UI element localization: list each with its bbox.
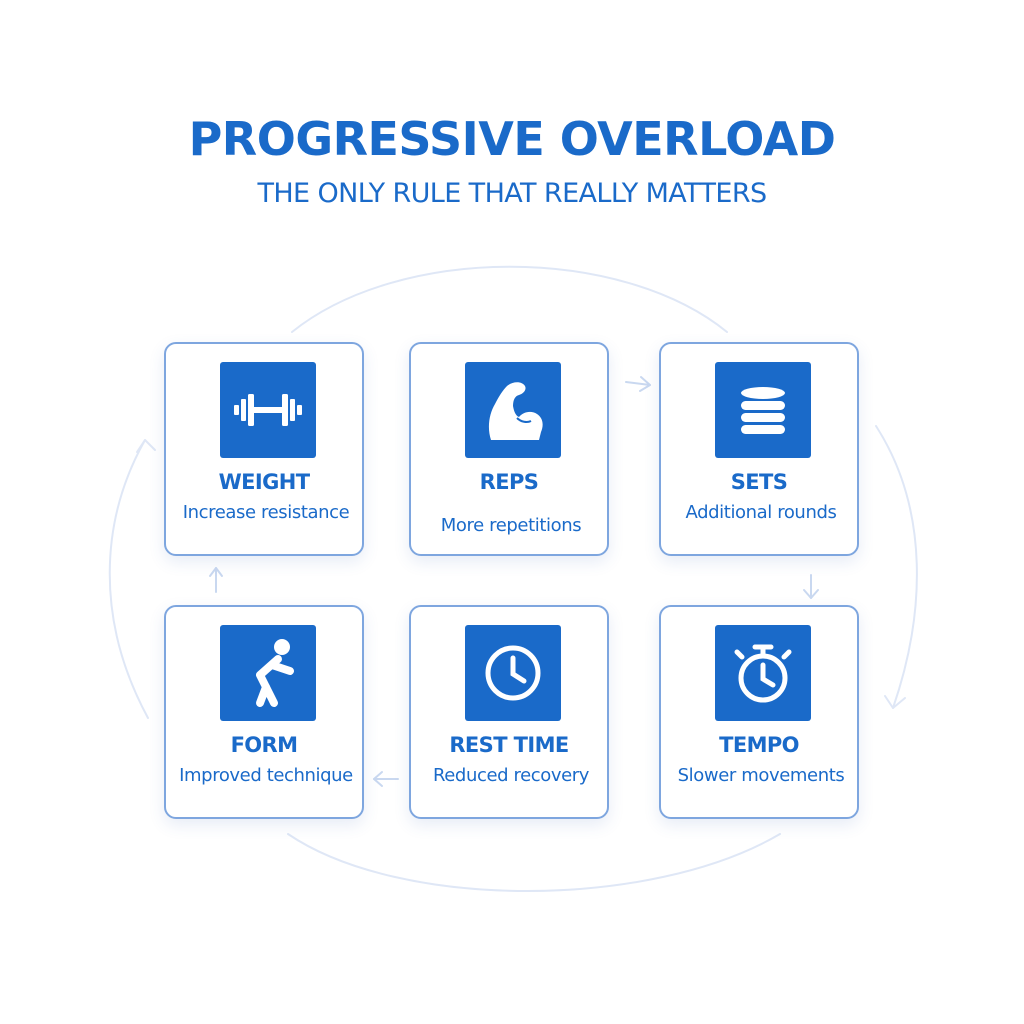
card-description: Reduced recovery bbox=[432, 765, 590, 786]
page-title: PROGRESSIVE OVERLOAD bbox=[188, 112, 836, 166]
cycle-arc-right bbox=[875, 425, 918, 709]
card-form: FORM Improved technique bbox=[164, 605, 364, 819]
arrow-head-right bbox=[884, 695, 906, 709]
flexed-bicep-icon bbox=[465, 362, 561, 458]
card-description: Additional rounds bbox=[685, 502, 837, 523]
cycle-arc-bottom bbox=[287, 833, 781, 892]
arrow-sets-to-tempo bbox=[803, 574, 819, 599]
cycle-arc-top bbox=[291, 265, 728, 333]
stopwatch-icon bbox=[715, 625, 811, 721]
card-weight: WEIGHT Increase resistance bbox=[164, 342, 364, 556]
card-sets: SETS Additional rounds bbox=[659, 342, 859, 556]
page-subtitle: THE ONLY RULE THAT REALLY MATTERS bbox=[257, 178, 767, 209]
card-reps: REPS More repetitions bbox=[409, 342, 609, 556]
card-label: SETS bbox=[730, 470, 788, 494]
cycle-arc-left bbox=[108, 439, 149, 719]
arrow-head-left bbox=[136, 439, 156, 453]
clock-icon bbox=[465, 625, 561, 721]
card-rest-time: REST TIME Reduced recovery bbox=[409, 605, 609, 819]
stacked-plates-icon bbox=[715, 362, 811, 458]
barbell-icon bbox=[220, 362, 316, 458]
card-label: WEIGHT bbox=[218, 470, 310, 494]
card-description: More repetitions bbox=[440, 515, 582, 536]
card-label: FORM bbox=[230, 733, 298, 757]
arrow-rest-to-form bbox=[373, 771, 399, 787]
arrow-form-to-weight bbox=[209, 567, 223, 593]
card-label: REPS bbox=[479, 470, 539, 494]
card-description: Increase resistance bbox=[182, 502, 350, 523]
card-label: TEMPO bbox=[719, 733, 799, 757]
card-description: Improved technique bbox=[179, 765, 353, 786]
card-tempo: TEMPO Slower movements bbox=[659, 605, 859, 819]
card-label: REST TIME bbox=[449, 733, 569, 757]
card-description: Slower movements bbox=[677, 765, 845, 786]
arrow-reps-to-sets bbox=[625, 376, 651, 392]
squat-figure-icon bbox=[220, 625, 316, 721]
